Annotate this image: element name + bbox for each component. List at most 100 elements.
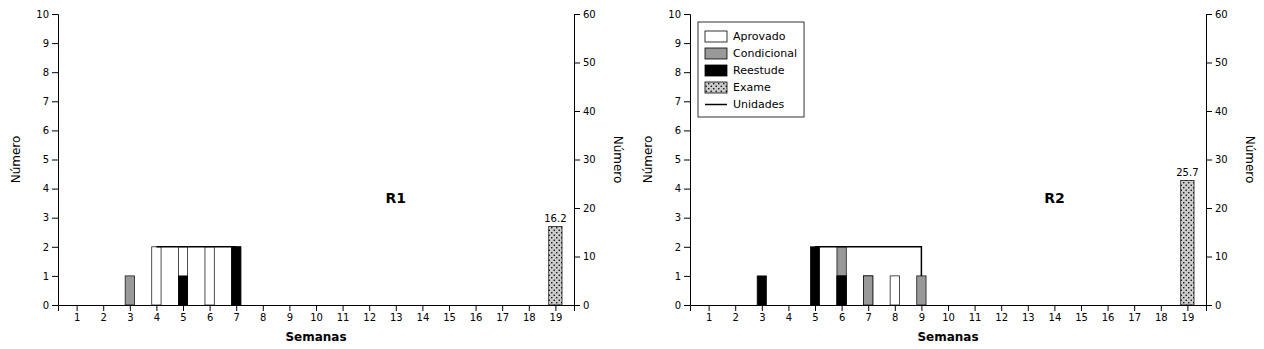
bar [837,276,846,305]
bar [917,276,926,305]
tick-mark [555,305,556,311]
tick-mark [52,218,58,219]
bar [285,305,294,306]
bar [1103,305,1112,306]
tick: 10 [1206,251,1228,262]
bar [731,305,740,306]
bar [1023,305,1032,306]
bar [72,305,81,306]
tick-label: 10 [583,251,596,262]
bar [784,305,793,306]
tick-label: 17 [496,312,509,323]
tick-mark [52,130,58,131]
tick-label: 11 [337,312,350,323]
tick: 2 [43,242,58,253]
bar [890,305,899,306]
bar [72,305,81,306]
bar [1103,305,1112,306]
tick: 12 [363,305,376,323]
tick: 2 [733,305,739,323]
panel: 25.7123456789101112131415161718190123456… [641,9,1257,344]
tick-mark [52,189,58,190]
bar [258,305,267,306]
tick-mark [77,305,78,311]
tick: 40 [1206,106,1228,117]
tick-label: 5 [180,312,186,323]
bar [704,305,713,306]
bar [970,305,979,306]
panel: 16.2123456789101112131415161718190123456… [9,9,625,344]
axis-yticks: 012345678910 [36,9,58,311]
bar [418,305,427,306]
tick-mark [449,305,450,311]
data-label: 25.7 [1176,167,1198,178]
bar [471,305,480,306]
tick: 8 [43,67,58,78]
tick: 1 [43,271,58,282]
annotation: R2 [1044,190,1065,206]
tick-label: 10 [1215,251,1228,262]
bar [232,247,241,305]
bar [943,305,952,306]
tick-label: 8 [892,312,898,323]
axis-line [1207,15,1213,306]
tick: 20 [1206,203,1228,214]
tick: 19 [1182,305,1195,323]
bar [757,305,766,306]
tick-mark [684,305,690,306]
tick: 1 [74,305,80,323]
tick-label: 4 [154,312,160,323]
tick-mark [1206,208,1212,209]
bar [1183,305,1192,306]
tick: 17 [496,305,509,323]
tick-label: 6 [207,312,213,323]
tick: 12 [995,305,1008,323]
axis-y2ticks: 0102030405060 [1206,9,1228,311]
exame-bar [1181,180,1194,305]
bar [704,305,713,306]
tick-label: 50 [1215,57,1228,68]
tick: 6 [675,125,690,136]
tick-label: 14 [1049,312,1062,323]
bar [125,276,134,305]
plot-area [757,180,1194,305]
tick-mark [574,208,580,209]
tick-label: 8 [260,312,266,323]
tick-label: 3 [43,212,49,223]
tick-label: 2 [43,242,49,253]
bar [178,247,187,305]
tick-mark [684,189,690,190]
tick-mark [529,305,530,311]
tick: 19 [550,305,563,323]
tick-label: 8 [675,67,681,78]
tick: 7 [675,96,690,107]
axis-line [684,15,691,306]
bar [1183,305,1192,306]
tick-mark [1081,305,1082,311]
tick-label: 3 [759,312,765,323]
tick-mark [130,305,131,311]
tick-mark [684,43,690,44]
tick: 20 [574,203,596,214]
bar [498,305,507,306]
tick: 5 [180,305,186,323]
tick-mark [842,305,843,311]
legend-swatch [705,48,727,59]
bar [997,305,1006,306]
tick-mark [709,305,710,311]
axis-line [59,306,575,312]
bar [471,305,480,306]
tick-mark [574,160,580,161]
tick-label: 11 [969,312,982,323]
tick-label: 3 [127,312,133,323]
tick-mark [1206,160,1212,161]
tick: 16 [470,305,483,323]
tick: 0 [574,300,589,311]
bar [890,276,899,305]
tick: 60 [1206,9,1228,20]
bar [391,305,400,306]
tick-label: 9 [675,38,681,49]
tick: 13 [390,305,403,323]
tick-label: 13 [390,312,403,323]
tick: 11 [337,305,350,323]
